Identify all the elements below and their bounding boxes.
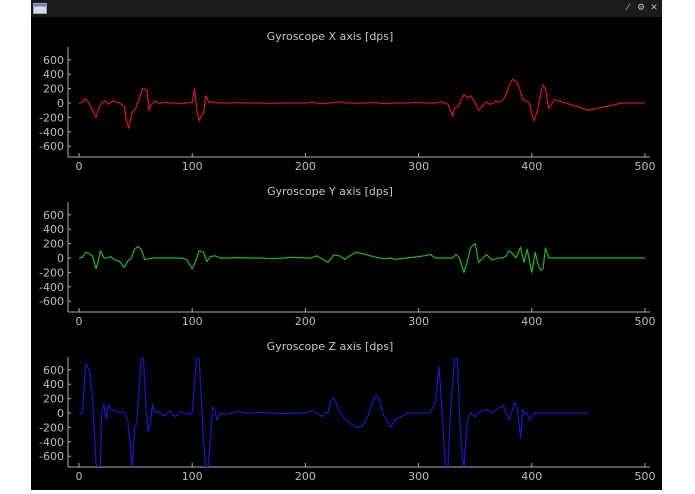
window-titlebar[interactable]: ⁄ ⚙ ✕ [31, 0, 662, 17]
x-tick-label: 400 [521, 315, 542, 328]
data-series-line [78, 78, 645, 129]
x-tick-label: 400 [521, 160, 542, 173]
x-tick-label: 400 [521, 470, 542, 483]
y-tick-label: -400 [39, 436, 64, 449]
y-tick-label: 600 [43, 364, 64, 377]
x-tick-label: 100 [182, 160, 203, 173]
y-tick-label: 400 [43, 68, 64, 81]
y-tick-label: -600 [39, 295, 64, 308]
x-tick-label: 500 [635, 160, 656, 173]
x-tick-label: 500 [635, 470, 656, 483]
y-tick-label: 0 [57, 252, 64, 265]
y-tick-label: 600 [43, 54, 64, 67]
chart-title: Gyroscope Y axis [dps] [267, 185, 393, 198]
data-series-line [78, 243, 645, 273]
x-tick-label: 0 [76, 315, 83, 328]
chart-title: Gyroscope Z axis [dps] [267, 340, 394, 353]
y-tick-label: -600 [39, 140, 64, 153]
y-tick-label: -400 [39, 281, 64, 294]
x-tick-label: 100 [182, 470, 203, 483]
pin-icon[interactable]: ⁄ [627, 3, 629, 13]
y-tick-label: -600 [39, 450, 64, 463]
y-tick-label: 600 [43, 209, 64, 222]
y-tick-label: -200 [39, 421, 64, 434]
y-tick-label: 400 [43, 378, 64, 391]
chart-title: Gyroscope X axis [dps] [267, 30, 394, 43]
close-icon[interactable]: ✕ [650, 3, 658, 13]
x-tick-label: 500 [635, 315, 656, 328]
settings-icon[interactable]: ⚙ [636, 3, 646, 13]
x-tick-label: 200 [295, 470, 316, 483]
y-tick-label: -200 [39, 111, 64, 124]
y-tick-label: 0 [57, 97, 64, 110]
y-tick-label: 0 [57, 407, 64, 420]
x-tick-label: 300 [408, 315, 429, 328]
x-tick-label: 300 [408, 470, 429, 483]
x-tick-label: 300 [408, 160, 429, 173]
plot-window: ⁄ ⚙ ✕ Gyroscope X axis [dps] 600 400 200 0 -2… [31, 0, 662, 490]
x-tick-label: 100 [182, 315, 203, 328]
y-tick-label: 200 [43, 238, 64, 251]
x-tick-label: 200 [295, 315, 316, 328]
y-tick-label: -200 [39, 266, 64, 279]
charts-area: Gyroscope X axis [dps]6004002000-200-400… [39, 30, 656, 483]
x-tick-label: 200 [295, 160, 316, 173]
app-icon [33, 3, 47, 14]
data-series-line [79, 357, 589, 467]
x-tick-label: 0 [76, 160, 83, 173]
y-tick-label: 200 [43, 83, 64, 96]
y-tick-label: 200 [43, 393, 64, 406]
x-tick-label: 0 [76, 470, 83, 483]
y-tick-label: 400 [43, 223, 64, 236]
y-tick-label: -400 [39, 126, 64, 139]
